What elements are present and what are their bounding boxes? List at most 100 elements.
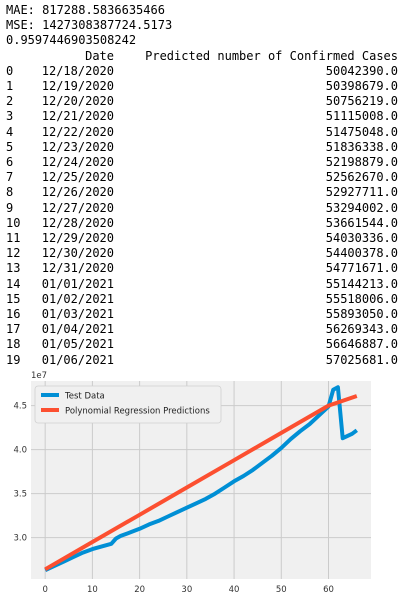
table-row: 12 12/30/2020 54400378.0 [6, 246, 398, 261]
table-row: 15 01/02/2021 55518006.0 [6, 292, 398, 307]
legend-test-data-label: Test Data [64, 392, 105, 402]
table-row: 19 01/06/2021 57025681.0 [6, 353, 398, 368]
x-tick-label: 60 [323, 585, 334, 595]
row-date: 12/18/2020 [41, 63, 114, 78]
row-index: 5 [6, 139, 14, 154]
table-row: 18 01/05/2021 56646887.0 [6, 337, 398, 352]
row-date: 12/29/2020 [41, 231, 114, 245]
row-index: 9 [6, 200, 14, 215]
row-date: 01/03/2021 [41, 307, 114, 322]
row-date: 01/02/2021 [41, 291, 114, 306]
table-row: 13 12/31/2020 54771671.0 [6, 261, 398, 276]
row-date: 01/01/2021 [41, 276, 114, 291]
row-index: 15 [6, 291, 21, 306]
table-row: 0 12/18/2020 50042390.0 [6, 64, 398, 79]
row-index: 6 [6, 154, 14, 169]
x-tick-label: 10 [87, 585, 98, 595]
row-index: 18 [6, 337, 21, 352]
row-value: 52927711.0 [325, 185, 398, 200]
cell-output: MAE: 817288.5836635466 MSE: 142730838772… [6, 3, 398, 368]
x-tick-label: 30 [181, 585, 192, 595]
regression-prediction-line [44, 394, 358, 572]
table-row: 14 01/01/2021 55144213.0 [6, 277, 398, 292]
x-tick-labels: 0 10 20 30 40 50 60 [42, 585, 333, 595]
table-row: 5 12/23/2020 51836338.0 [6, 140, 398, 155]
table-row: 17 01/04/2021 56269343.0 [6, 322, 398, 337]
row-date: 12/26/2020 [41, 185, 114, 200]
row-date: 12/30/2020 [41, 246, 114, 261]
row-date: 01/06/2021 [41, 352, 114, 367]
row-date: 12/24/2020 [41, 154, 114, 169]
row-value: 55144213.0 [325, 276, 398, 291]
row-index: 11 [6, 231, 21, 245]
row-date: 12/20/2020 [41, 94, 114, 109]
series-layer [44, 385, 358, 573]
row-index: 16 [6, 307, 21, 322]
table-row: 3 12/21/2020 51115008.0 [6, 109, 398, 124]
table-row: 1 12/19/2020 50398679.0 [6, 79, 398, 94]
table-row: 9 12/27/2020 53294002.0 [6, 201, 398, 216]
row-date: 12/31/2020 [41, 261, 114, 276]
row-date: 12/28/2020 [41, 215, 114, 230]
row-date: 12/23/2020 [41, 139, 114, 154]
row-index: 17 [6, 322, 21, 337]
row-index: 19 [6, 352, 21, 367]
row-value: 57025681.0 [325, 352, 398, 367]
row-index: 14 [6, 276, 21, 291]
row-date: 12/19/2020 [41, 78, 114, 93]
index-header [6, 49, 30, 64]
row-date: 12/27/2020 [41, 200, 114, 215]
y-tick-label: 3.0 [13, 534, 27, 544]
row-value: 51115008.0 [325, 109, 398, 124]
table-row: 2 12/20/2020 50756219.0 [6, 94, 398, 109]
x-tick-label: 20 [134, 585, 145, 595]
table-row: 8 12/26/2020 52927711.0 [6, 185, 398, 200]
row-value: 51475048.0 [325, 124, 398, 139]
x-tick-label: 0 [42, 585, 47, 595]
test-data-line [44, 385, 358, 573]
table-row: 11 12/29/2020 54030336.0 [6, 231, 398, 246]
row-index: 10 [6, 215, 21, 230]
row-value: 50042390.0 [325, 63, 398, 78]
mse-line: MSE: 1427308387724.5173 [6, 18, 173, 33]
row-index: 1 [6, 78, 14, 93]
score-line: 0.9597446903508242 [6, 33, 137, 48]
row-value: 50398679.0 [325, 78, 398, 93]
row-date: 12/22/2020 [41, 124, 114, 139]
row-value: 51836338.0 [325, 139, 398, 154]
row-date: 12/25/2020 [41, 170, 114, 185]
y-tick-labels: 3.0 3.5 4.0 4.5 [13, 402, 27, 544]
x-tick-label: 50 [276, 585, 287, 595]
row-value: 53294002.0 [325, 200, 398, 215]
row-value: 54771671.0 [325, 261, 398, 276]
row-index: 2 [6, 94, 14, 109]
row-index: 3 [6, 109, 14, 124]
row-index: 0 [6, 63, 14, 78]
row-value: 54400378.0 [325, 246, 398, 261]
row-value: 50756219.0 [325, 94, 398, 109]
row-value: 52562670.0 [325, 170, 398, 185]
row-index: 13 [6, 261, 21, 276]
table-row: 10 12/28/2020 53661544.0 [6, 216, 398, 231]
row-date: 01/05/2021 [41, 337, 114, 352]
row-value: 55518006.0 [325, 291, 398, 306]
row-index: 4 [6, 124, 14, 139]
x-tick-label: 40 [229, 585, 240, 595]
row-value: 54030336.0 [325, 231, 398, 245]
row-index: 7 [6, 170, 14, 185]
table-header-row: Date Predicted number of Confirmed Cases [6, 49, 398, 64]
table-row: 16 01/03/2021 55893050.0 [6, 307, 398, 322]
legend-predictions-label: Polynomial Regression Predictions [65, 407, 210, 417]
row-index: 8 [6, 185, 14, 200]
legend-box [34, 385, 222, 424]
y-tick-label: 4.5 [13, 402, 27, 412]
row-date: 12/21/2020 [41, 109, 114, 124]
table-row: 7 12/25/2020 52562670.0 [6, 170, 398, 185]
y-tick-label: 3.5 [13, 490, 27, 500]
axis-offset-label: 1e7 [31, 371, 47, 381]
row-value: 56646887.0 [325, 337, 398, 352]
mae-line: MAE: 817288.5836635466 [6, 3, 165, 17]
value-header: Predicted number of Confirmed Cases [145, 48, 398, 63]
table-row: 4 12/22/2020 51475048.0 [6, 125, 398, 140]
row-value: 55893050.0 [325, 307, 398, 322]
